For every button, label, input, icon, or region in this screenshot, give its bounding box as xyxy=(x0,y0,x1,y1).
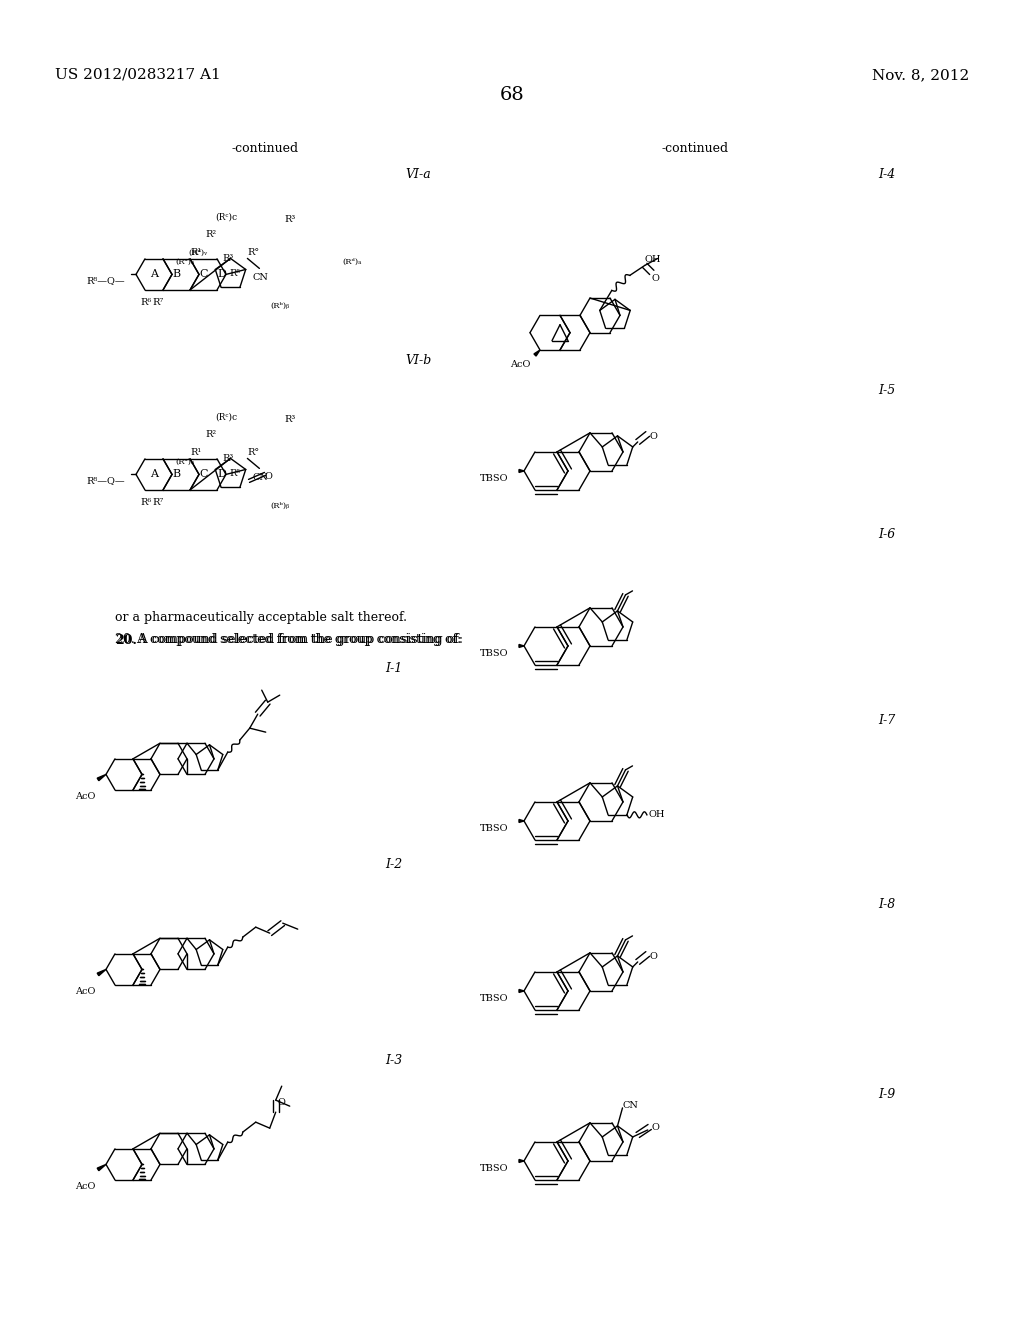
Text: D: D xyxy=(217,269,226,280)
Text: O: O xyxy=(649,952,657,961)
Polygon shape xyxy=(519,644,524,647)
Text: I-4: I-4 xyxy=(878,169,895,181)
Text: I-3: I-3 xyxy=(385,1053,402,1067)
Text: I-7: I-7 xyxy=(878,714,895,726)
Text: (Rᶜ)c: (Rᶜ)c xyxy=(215,413,238,422)
Text: OH: OH xyxy=(649,810,666,818)
Text: D: D xyxy=(217,470,226,479)
Text: R⁸—Q—: R⁸—Q— xyxy=(86,276,125,285)
Text: -continued: -continued xyxy=(662,141,728,154)
Text: TBSO: TBSO xyxy=(480,649,509,657)
Text: R³: R³ xyxy=(222,253,233,263)
Text: (Rᵃ)ₐ: (Rᵃ)ₐ xyxy=(175,458,195,466)
Text: AcO: AcO xyxy=(75,987,95,997)
Text: Nov. 8, 2012: Nov. 8, 2012 xyxy=(871,69,969,82)
Polygon shape xyxy=(519,1159,524,1163)
Text: B: B xyxy=(172,269,180,280)
Text: R¹: R¹ xyxy=(190,248,202,257)
Text: VI-b: VI-b xyxy=(406,354,431,367)
Text: I-1: I-1 xyxy=(385,661,402,675)
Text: I-5: I-5 xyxy=(878,384,895,396)
Text: O: O xyxy=(278,1098,286,1107)
Text: US 2012/0283217 A1: US 2012/0283217 A1 xyxy=(55,69,221,82)
Text: I-2: I-2 xyxy=(385,858,402,871)
Polygon shape xyxy=(97,1164,106,1171)
Text: R²: R² xyxy=(205,230,216,239)
Text: CN: CN xyxy=(252,474,268,482)
Text: R⁵: R⁵ xyxy=(229,269,241,279)
Text: R°: R° xyxy=(248,449,259,458)
Text: TBSO: TBSO xyxy=(480,474,509,483)
Polygon shape xyxy=(97,775,106,780)
Text: (Rᵈ)ᵥ: (Rᵈ)ᵥ xyxy=(188,249,207,257)
Text: 20. A compound selected from the group consisting of:: 20. A compound selected from the group c… xyxy=(115,634,463,647)
Text: TBSO: TBSO xyxy=(480,994,509,1003)
Text: R⁵: R⁵ xyxy=(229,470,241,478)
Text: AcO: AcO xyxy=(510,360,530,370)
Text: A: A xyxy=(150,269,158,280)
Text: 20.: 20. xyxy=(115,634,137,647)
Text: R⁶: R⁶ xyxy=(140,498,152,507)
Text: O: O xyxy=(651,1123,659,1133)
Text: or a pharmaceutically acceptable salt thereof.: or a pharmaceutically acceptable salt th… xyxy=(115,610,407,623)
Text: R³: R³ xyxy=(284,215,295,224)
Text: R⁷: R⁷ xyxy=(153,498,164,507)
Text: R¹: R¹ xyxy=(190,447,202,457)
Polygon shape xyxy=(519,820,524,822)
Polygon shape xyxy=(534,350,540,356)
Text: CN: CN xyxy=(623,1101,638,1110)
Text: I-6: I-6 xyxy=(878,528,895,541)
Text: (Rᵃ)ₐ: (Rᵃ)ₐ xyxy=(175,257,195,267)
Text: CN: CN xyxy=(252,273,268,282)
Text: I-9: I-9 xyxy=(878,1089,895,1101)
Text: I-8: I-8 xyxy=(878,899,895,912)
Text: R³: R³ xyxy=(284,414,295,424)
Text: O: O xyxy=(264,473,272,482)
Text: (Rᶜ)c: (Rᶜ)c xyxy=(215,213,238,222)
Text: VI-a: VI-a xyxy=(406,169,431,181)
Text: R⁸—Q—: R⁸—Q— xyxy=(86,477,125,486)
Text: R⁷: R⁷ xyxy=(153,298,164,308)
Polygon shape xyxy=(97,969,106,975)
Text: A: A xyxy=(150,470,158,479)
Text: (Rᵇ)ᵦ: (Rᵇ)ᵦ xyxy=(270,302,289,310)
Text: TBSO: TBSO xyxy=(480,1164,509,1173)
Text: R³: R³ xyxy=(222,454,233,463)
Text: A compound selected from the group consisting of:: A compound selected from the group consi… xyxy=(133,634,461,647)
Text: AcO: AcO xyxy=(75,1181,95,1191)
Text: R°: R° xyxy=(248,248,259,257)
Text: C: C xyxy=(200,470,208,479)
Text: R⁶: R⁶ xyxy=(140,298,152,308)
Text: 68: 68 xyxy=(500,86,524,104)
Text: -continued: -continued xyxy=(231,141,299,154)
Text: C: C xyxy=(200,269,208,280)
Text: OH: OH xyxy=(645,255,662,264)
Text: R²: R² xyxy=(205,430,216,440)
Text: O: O xyxy=(652,275,659,284)
Polygon shape xyxy=(519,990,524,993)
Text: (Rᵇ)ᵦ: (Rᵇ)ᵦ xyxy=(270,502,289,510)
Text: AcO: AcO xyxy=(75,792,95,801)
Text: O: O xyxy=(649,432,657,441)
Polygon shape xyxy=(519,470,524,473)
Text: TBSO: TBSO xyxy=(480,824,509,833)
Text: B: B xyxy=(172,470,180,479)
Text: (Rᵈ)ₐ: (Rᵈ)ₐ xyxy=(342,257,361,267)
